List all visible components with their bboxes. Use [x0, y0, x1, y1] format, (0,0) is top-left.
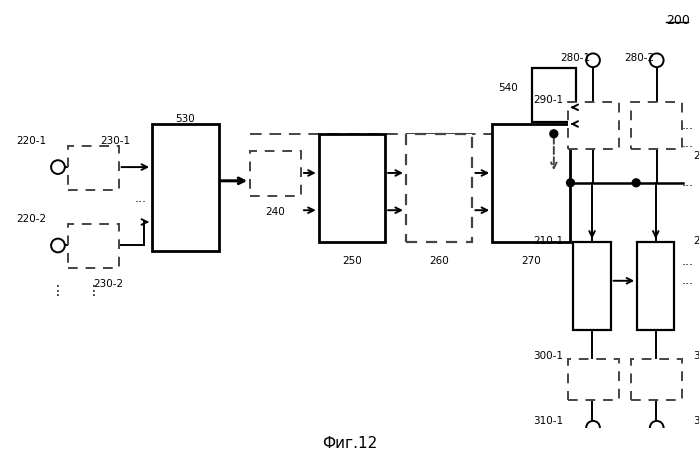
Bar	[532, 68, 577, 122]
Text: 300-2: 300-2	[693, 351, 699, 361]
Text: ...: ...	[682, 119, 694, 133]
Text: 210-2: 210-2	[693, 236, 699, 246]
Text: ...: ...	[682, 255, 694, 268]
Text: 270: 270	[521, 256, 541, 266]
Text: 310-1: 310-1	[533, 416, 563, 426]
Circle shape	[550, 130, 558, 138]
Text: 540: 540	[498, 83, 517, 93]
Text: 230-2: 230-2	[93, 279, 123, 289]
Text: ...: ...	[682, 137, 694, 150]
Text: 230-1: 230-1	[100, 136, 130, 146]
Text: 530: 530	[175, 114, 195, 124]
Circle shape	[586, 421, 600, 435]
Text: 220-2: 220-2	[16, 214, 46, 224]
Text: ⋮: ⋮	[51, 284, 65, 298]
Text: 280-2: 280-2	[624, 53, 654, 64]
Bar	[573, 242, 611, 330]
Bar	[319, 134, 385, 242]
Text: 260: 260	[429, 256, 449, 266]
Text: 250: 250	[342, 256, 362, 266]
Bar	[68, 145, 119, 190]
Text: 210-1: 210-1	[533, 236, 563, 246]
Text: 200: 200	[666, 14, 690, 27]
Circle shape	[650, 53, 663, 67]
Bar	[637, 242, 675, 330]
Bar	[631, 359, 682, 400]
Circle shape	[567, 179, 575, 187]
Text: ⋮: ⋮	[86, 284, 100, 298]
Bar	[568, 359, 619, 400]
Text: 240: 240	[266, 207, 285, 217]
Circle shape	[632, 179, 640, 187]
Text: 280-1: 280-1	[561, 53, 591, 64]
Circle shape	[650, 421, 663, 435]
Bar	[68, 224, 119, 268]
Text: ...: ...	[682, 176, 694, 189]
Text: 220-1: 220-1	[16, 136, 46, 146]
Circle shape	[586, 53, 600, 67]
Bar	[406, 134, 473, 242]
Bar	[631, 102, 682, 149]
Circle shape	[51, 239, 65, 252]
Bar	[250, 151, 301, 196]
Text: 290-2: 290-2	[693, 151, 699, 161]
Text: ...: ...	[134, 192, 146, 205]
Bar	[568, 102, 619, 149]
Circle shape	[51, 160, 65, 174]
Bar	[152, 124, 219, 251]
Text: ...: ...	[682, 274, 694, 287]
Bar	[492, 124, 570, 242]
Text: 310-2: 310-2	[693, 416, 699, 426]
Text: Фиг.12: Фиг.12	[322, 436, 377, 451]
Text: 290-1: 290-1	[533, 95, 563, 105]
Text: 300-1: 300-1	[533, 351, 563, 361]
